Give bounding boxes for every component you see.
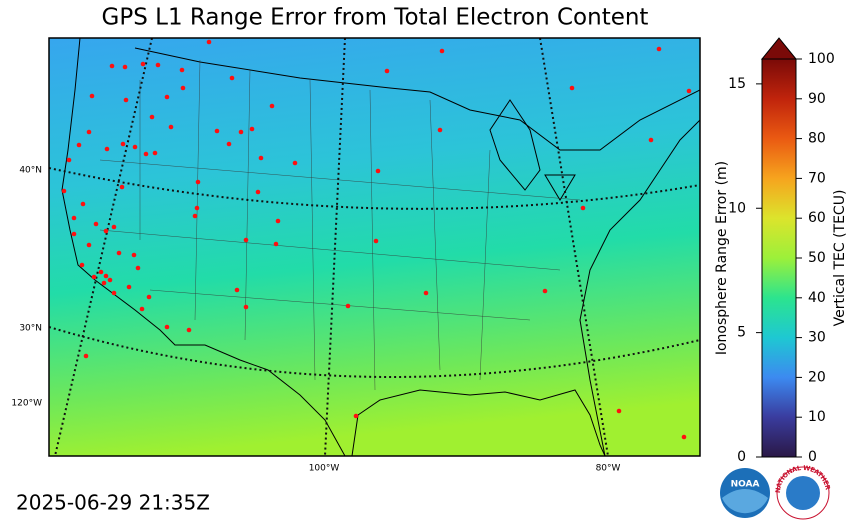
left-tick-label: 10 [728,200,746,216]
great-lakes [489,99,576,201]
map-field [49,38,700,456]
colorbar-extend [760,37,798,60]
nws-inner [786,476,820,510]
graticule [54,38,153,456]
right-tick-label: 50 [808,250,826,266]
lat-label: 40°N [19,166,42,176]
title: GPS L1 Range Error from Total Electron C… [102,5,649,31]
graticule [49,326,700,378]
colorbar-ramp [761,58,797,458]
border [134,47,700,151]
timestamp: 2025-06-29 21:35Z [16,491,210,515]
right-tick-label: 40 [808,290,826,306]
right-tick-label: 60 [808,210,826,226]
coastline [579,119,700,456]
right-tick-label: 30 [808,330,826,346]
right-tick-label: 20 [808,369,826,385]
stations [61,39,692,440]
lat-label: 30°N [19,324,42,334]
left-tick-label: 5 [737,325,746,341]
colorbar-left-label: Ionosphere Range Error (m) [714,161,730,355]
map [49,38,700,456]
left-tick-label: 0 [737,449,746,465]
right-tick-label: 90 [808,91,826,107]
coastline [351,389,606,456]
colorbar-right-label: Vertical TEC (TECU) [832,190,848,327]
state-lines [99,59,581,391]
lon-label: 120°W [11,399,42,409]
right-tick-label: 100 [808,51,835,67]
graticule [49,167,700,210]
right-tick-label: 70 [808,170,826,186]
noaa-logo: NOAA [720,468,770,518]
lon-label: 80°W [596,464,621,474]
noaa-wave [722,489,768,514]
left-tick-label: 15 [728,76,746,92]
colorbar [760,37,798,458]
right-tick-label: 0 [808,449,817,465]
graticule [539,38,609,456]
right-tick-label: 10 [808,409,826,425]
map-frame [48,37,701,457]
noaa-text: NOAA [731,480,760,490]
coastline [61,38,346,456]
lon-label: 100°W [309,464,340,474]
right-tick-label: 80 [808,131,826,147]
